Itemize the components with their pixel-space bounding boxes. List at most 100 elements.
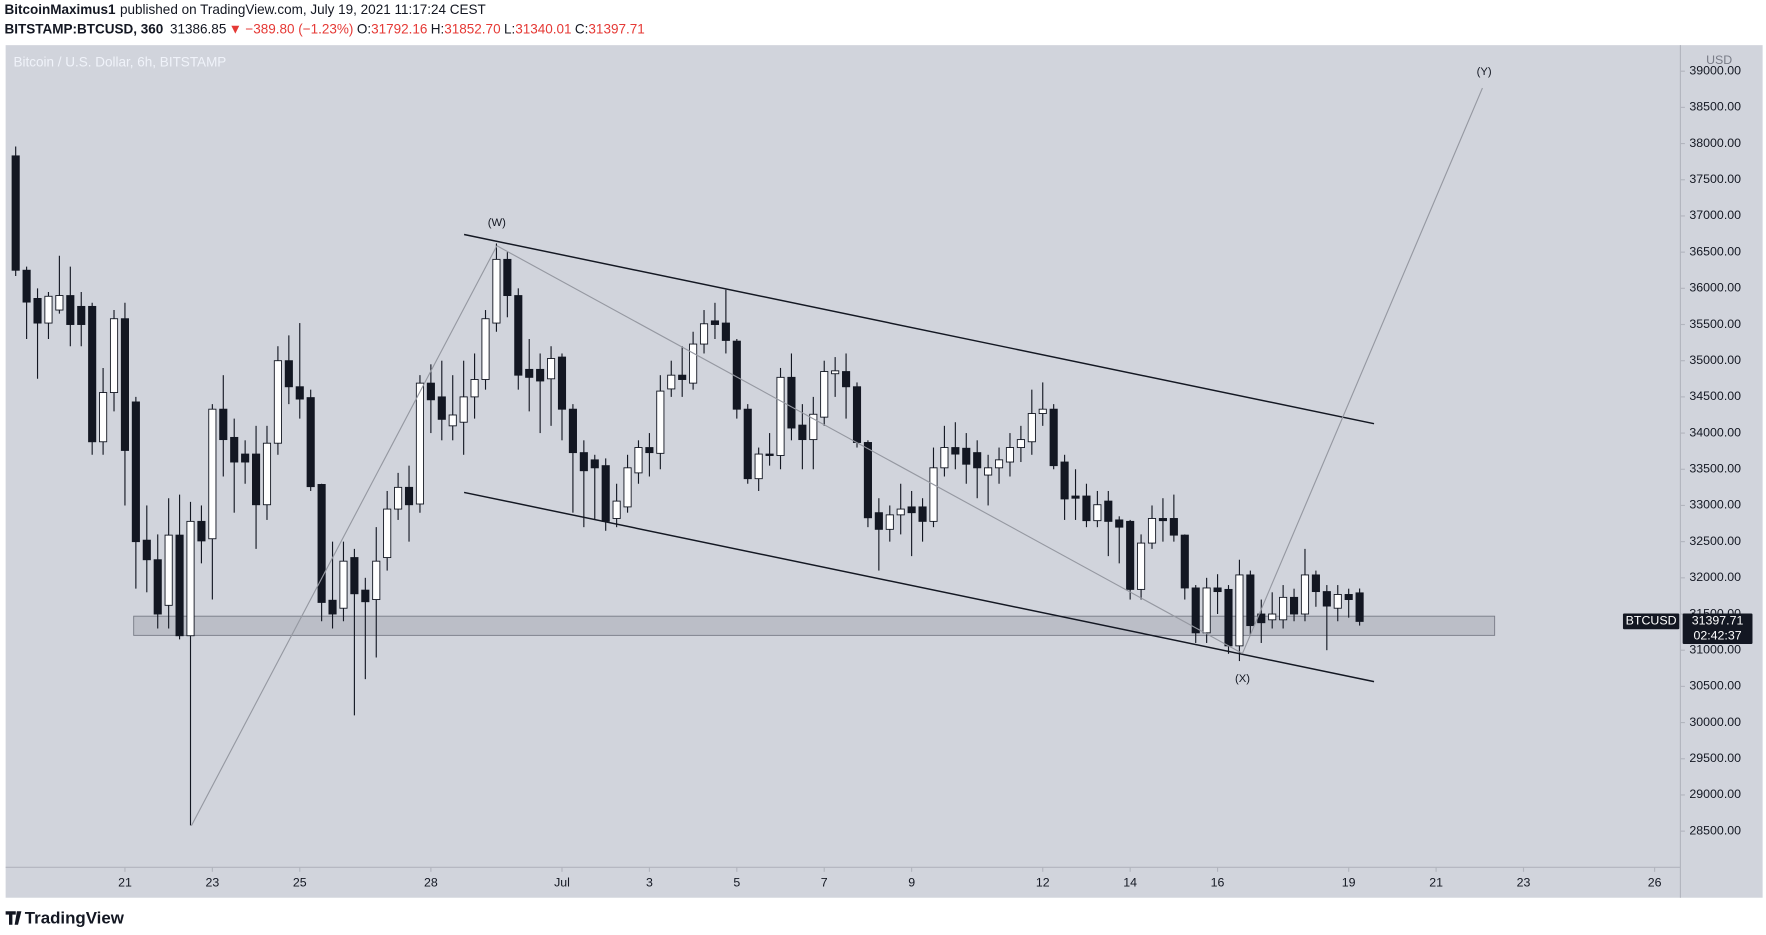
candle-body [721, 322, 730, 341]
candle-body [383, 508, 392, 559]
candle-body [55, 295, 64, 311]
candle-body [394, 486, 403, 510]
candle-body [842, 371, 851, 388]
candle-body [809, 413, 818, 441]
x-tick-label: 25 [293, 875, 307, 889]
candle-body [1016, 439, 1025, 449]
wave-label: (W) [488, 217, 506, 229]
candle-body [547, 358, 556, 380]
candle-body [1027, 413, 1036, 443]
y-tick-label: 38000.00 [1689, 136, 1741, 150]
x-tick-label: 3 [646, 875, 653, 889]
candle-body [295, 386, 304, 400]
candle-body [175, 534, 184, 637]
candle-body [710, 320, 720, 325]
candle-body [831, 370, 840, 375]
last-price: 31386.85 [170, 21, 226, 36]
candle-body [241, 453, 250, 463]
candle-body [536, 368, 545, 382]
candle-body [940, 447, 949, 469]
candle-body [590, 459, 599, 469]
candle-body [525, 368, 534, 378]
candle-body [689, 343, 698, 384]
ohlc-value: 31792.16 [371, 21, 427, 36]
candle-body [1071, 495, 1080, 499]
candle-body [459, 396, 468, 423]
y-tick-label: 30500.00 [1689, 679, 1741, 693]
candle-body [907, 506, 916, 514]
candle-body [1235, 574, 1244, 647]
tradingview-logo: TradingView [5, 909, 125, 928]
candle-body [437, 396, 446, 420]
candle-body [273, 360, 282, 444]
candle-body [1115, 519, 1124, 528]
y-tick-label: 28500.00 [1689, 823, 1741, 837]
candle-body [667, 374, 676, 390]
x-tick-label: 23 [205, 875, 219, 889]
candle-body [1191, 587, 1200, 634]
candle-body [743, 408, 752, 480]
candle-body [1202, 587, 1211, 634]
price-tag: 31397.71 [1692, 614, 1744, 628]
logo-icon [5, 911, 22, 925]
y-tick-label: 37500.00 [1689, 172, 1741, 186]
candle-body [951, 447, 960, 455]
candle-body [1093, 504, 1102, 522]
candle-body [361, 589, 370, 603]
candle-body [678, 374, 687, 380]
candle-body [1082, 495, 1091, 522]
candle-body [33, 298, 42, 324]
x-tick-label: Jul [554, 875, 570, 889]
wave-label: (X) [1235, 673, 1250, 685]
trend-line [1241, 87, 1483, 654]
candle-body [142, 539, 151, 561]
candle-body [1279, 596, 1288, 621]
symbol-tag: BTCUSD [1626, 614, 1677, 628]
axis-unit: USD [1706, 53, 1732, 67]
y-tick-label: 34500.00 [1689, 389, 1741, 403]
change: −389.80 (−1.23%) [245, 21, 353, 36]
y-tick-label: 29500.00 [1689, 751, 1741, 765]
symbol: BITSTAMP:BTCUSD, 360 [5, 21, 164, 36]
author: BitcoinMaximus1 [5, 2, 117, 17]
candle-body [798, 424, 807, 441]
candle-body [164, 534, 173, 606]
trend-line [190, 245, 498, 826]
price-tag-bg [1682, 613, 1753, 644]
candle-body [88, 305, 97, 443]
candle-body [1246, 574, 1255, 627]
candle-body [765, 453, 774, 456]
symbol-line: BITSTAMP:BTCUSD, 360 31386.85 ▼ −389.80 (−1… [5, 21, 645, 36]
candle-body [1344, 594, 1353, 600]
candle-body [426, 382, 435, 401]
candle-body [994, 459, 1004, 469]
candle-body [350, 557, 359, 595]
candle-body [306, 397, 315, 488]
x-tick-label: 23 [1517, 875, 1531, 889]
candle-body [317, 484, 326, 603]
y-tick-label: 33000.00 [1689, 498, 1741, 512]
ohlc-value: 31852.70 [444, 21, 500, 36]
candle-body [754, 453, 763, 480]
candle-body [230, 436, 239, 463]
countdown: 02:42:37 [1693, 628, 1741, 642]
candle-body [1268, 613, 1277, 621]
candle-body [623, 467, 632, 508]
candle-body [1038, 408, 1047, 414]
candle-body [568, 408, 577, 454]
candle-body [503, 258, 512, 297]
candle-body [404, 486, 414, 506]
candle-body [197, 520, 206, 542]
candle-body [252, 453, 261, 506]
candle-body [372, 560, 381, 600]
candle-body [328, 599, 337, 615]
candle-body [1169, 518, 1178, 536]
x-tick-label: 21 [118, 875, 132, 889]
candle-body [973, 452, 982, 469]
candle-body [219, 408, 228, 441]
brand: TradingView [25, 909, 125, 928]
candle-body [918, 506, 927, 522]
y-tick-label: 32500.00 [1689, 534, 1741, 548]
